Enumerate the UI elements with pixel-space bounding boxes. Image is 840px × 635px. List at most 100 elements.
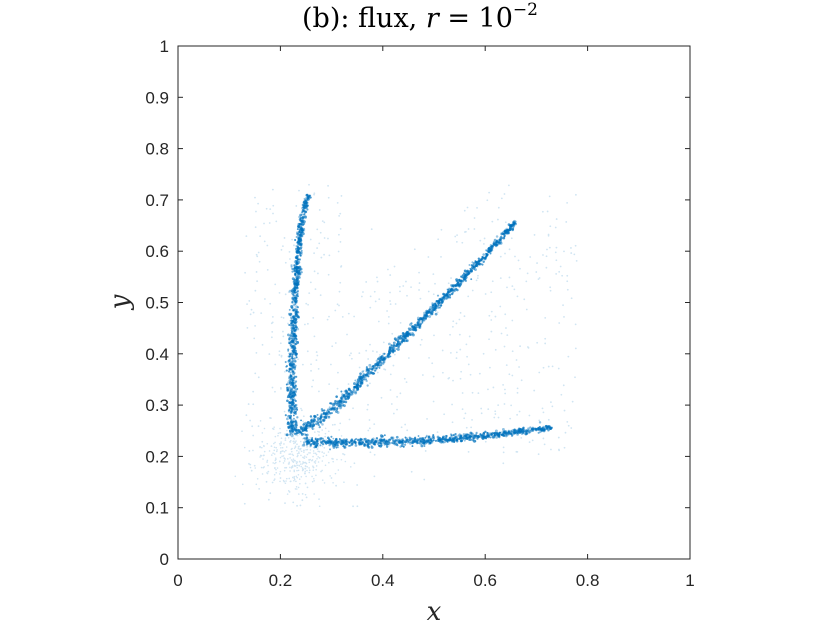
faint-point bbox=[384, 368, 387, 371]
data-point bbox=[395, 435, 399, 439]
faint-point bbox=[396, 408, 398, 411]
data-point bbox=[477, 257, 480, 260]
corner-point bbox=[312, 466, 315, 469]
data-point bbox=[378, 359, 381, 362]
corner-point bbox=[300, 450, 303, 453]
corner-point bbox=[274, 466, 276, 469]
corner-point bbox=[316, 448, 319, 451]
data-point bbox=[288, 313, 291, 317]
data-point bbox=[527, 427, 530, 430]
data-point bbox=[462, 438, 465, 441]
data-point bbox=[416, 321, 419, 324]
faint-point bbox=[338, 233, 340, 236]
faint-point bbox=[318, 450, 321, 453]
faint-point bbox=[284, 439, 287, 442]
faint-point bbox=[432, 293, 435, 296]
data-point bbox=[305, 437, 309, 441]
data-point bbox=[449, 438, 453, 442]
faint-point bbox=[549, 289, 552, 292]
corner-point bbox=[300, 475, 303, 478]
faint-point bbox=[306, 350, 309, 353]
corner-point bbox=[317, 445, 320, 448]
data-point bbox=[380, 361, 383, 365]
corner-point bbox=[277, 432, 280, 435]
data-point bbox=[495, 436, 498, 439]
faint-point bbox=[348, 354, 351, 357]
faint-point bbox=[461, 408, 464, 411]
data-point bbox=[305, 193, 309, 197]
data-point bbox=[300, 229, 304, 232]
data-point bbox=[375, 362, 378, 365]
corner-point bbox=[281, 455, 283, 458]
faint-point bbox=[248, 450, 251, 452]
data-point bbox=[441, 301, 444, 303]
data-point bbox=[436, 305, 440, 309]
corner-point bbox=[293, 438, 296, 440]
data-point bbox=[291, 398, 294, 401]
data-point bbox=[376, 366, 379, 369]
corner-point bbox=[313, 452, 315, 455]
faint-point bbox=[280, 354, 283, 357]
faint-point bbox=[307, 303, 309, 306]
data-point bbox=[442, 292, 445, 296]
data-point bbox=[319, 421, 323, 424]
data-point bbox=[426, 440, 430, 443]
data-point bbox=[360, 438, 363, 441]
data-point bbox=[344, 443, 347, 446]
faint-point bbox=[544, 316, 547, 319]
data-point bbox=[425, 434, 428, 437]
data-point bbox=[290, 421, 293, 424]
faint-point bbox=[254, 372, 257, 375]
faint-point bbox=[461, 392, 464, 394]
data-point bbox=[454, 283, 457, 287]
data-point bbox=[294, 279, 298, 283]
data-point bbox=[350, 390, 354, 394]
faint-point bbox=[545, 266, 548, 269]
data-point bbox=[292, 294, 296, 297]
faint-point bbox=[566, 274, 569, 277]
data-point bbox=[413, 326, 416, 329]
data-point bbox=[452, 434, 455, 437]
corner-point bbox=[295, 485, 298, 488]
faint-point bbox=[520, 379, 523, 382]
corner-point bbox=[261, 432, 264, 434]
data-point bbox=[457, 283, 460, 286]
data-point bbox=[489, 252, 492, 255]
data-point bbox=[289, 352, 293, 356]
faint-point bbox=[338, 290, 341, 293]
data-point bbox=[339, 406, 342, 410]
corner-point bbox=[312, 469, 315, 472]
faint-point bbox=[367, 358, 370, 360]
corner-point bbox=[304, 465, 307, 467]
data-point bbox=[372, 365, 375, 368]
data-point bbox=[362, 441, 364, 444]
data-point bbox=[300, 234, 304, 238]
faint-point bbox=[261, 440, 264, 443]
data-point bbox=[293, 405, 296, 408]
data-point bbox=[331, 444, 335, 447]
data-point bbox=[450, 287, 453, 291]
faint-point bbox=[272, 212, 274, 215]
corner-point bbox=[290, 466, 293, 468]
faint-point bbox=[257, 251, 260, 254]
corner-point bbox=[281, 446, 284, 449]
faint-point bbox=[410, 470, 413, 473]
x-axis-label: x bbox=[427, 597, 442, 627]
corner-point bbox=[311, 480, 314, 483]
data-point bbox=[451, 436, 454, 440]
corner-point bbox=[293, 437, 295, 440]
faint-point bbox=[459, 377, 462, 380]
data-point bbox=[510, 429, 513, 432]
data-point bbox=[302, 423, 305, 426]
data-point bbox=[423, 445, 426, 447]
data-point bbox=[471, 267, 474, 270]
faint-point bbox=[508, 248, 511, 251]
data-point bbox=[293, 286, 296, 290]
faint-point bbox=[267, 498, 270, 501]
faint-point bbox=[308, 458, 311, 461]
faint-point bbox=[503, 345, 506, 348]
data-point bbox=[486, 431, 489, 434]
diffuse-scatter bbox=[234, 183, 578, 508]
faint-point bbox=[299, 504, 302, 507]
faint-point bbox=[542, 411, 545, 414]
